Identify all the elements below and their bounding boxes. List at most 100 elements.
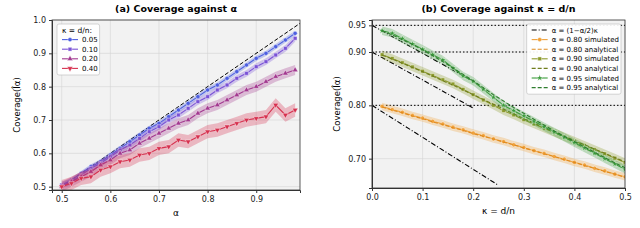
marker — [127, 158, 133, 163]
legend-item: α = 0.95 analytical — [532, 84, 619, 92]
marker — [224, 125, 230, 130]
marker — [460, 72, 467, 78]
legend-swatch — [532, 29, 548, 30]
marker — [234, 92, 240, 97]
marker — [205, 88, 209, 92]
legend-marker — [67, 56, 73, 61]
marker — [244, 118, 250, 123]
legend-swatch — [532, 68, 548, 69]
marker — [264, 51, 268, 55]
marker — [214, 102, 220, 107]
tick: 0.90 — [348, 48, 372, 57]
marker — [205, 105, 211, 110]
legend-label: α = 0.90 analytical — [552, 65, 619, 73]
tick-mark — [49, 20, 52, 21]
grid — [372, 20, 625, 188]
grid-line — [52, 186, 300, 187]
marker — [146, 135, 152, 140]
tick-label: 0.9 — [250, 195, 263, 204]
axis-line — [369, 21, 373, 189]
marker — [244, 63, 248, 67]
marker — [283, 70, 289, 75]
y-axis: 0.50.60.70.80.91.0 — [33, 16, 52, 192]
tick-mark — [49, 153, 52, 154]
y-axis: 0.700.800.900.95 — [348, 21, 372, 189]
legend-swatch — [532, 87, 548, 88]
grid-line — [372, 158, 625, 159]
tick: 0.1 — [417, 188, 430, 202]
tick-label: 0.6 — [33, 149, 46, 158]
x-axis-title: α — [173, 208, 179, 218]
tick: 0.6 — [104, 190, 117, 204]
x-axis-title: κ = d/n — [482, 206, 515, 216]
marker — [273, 73, 279, 78]
marker — [293, 36, 297, 40]
marker — [195, 110, 201, 115]
marker — [127, 147, 133, 152]
tick: 0.70 — [348, 155, 372, 164]
marker — [88, 175, 94, 180]
tick-mark — [49, 87, 52, 88]
axis-line — [53, 191, 301, 194]
marker — [78, 177, 84, 182]
marker — [195, 135, 201, 140]
marker — [389, 30, 396, 36]
grid — [52, 20, 300, 190]
marker — [167, 118, 171, 122]
marker — [185, 140, 191, 145]
tick-label: 0.1 — [417, 193, 430, 202]
tick-label: 0.5 — [56, 195, 69, 204]
legend-item: α = 0.95 simulated — [532, 74, 619, 82]
marker — [379, 27, 386, 33]
marker — [156, 130, 162, 135]
tick: 0.5 — [619, 188, 632, 202]
tick-mark — [256, 190, 257, 193]
legend-item: 0.40 — [62, 65, 98, 73]
tick-label: 0.4 — [569, 193, 582, 202]
marker — [292, 108, 298, 113]
tick: 0.2 — [467, 188, 480, 202]
legend: α = (1−α/2)κα = 0.80 simulatedα = 0.80 a… — [527, 24, 621, 94]
tick-label: 0.8 — [33, 83, 46, 92]
axis-line — [49, 21, 53, 191]
marker — [69, 182, 75, 187]
tick: 0.3 — [518, 188, 531, 202]
tick-label: 0.9 — [33, 49, 46, 58]
tick-mark — [159, 190, 160, 193]
tick-label: 0.3 — [518, 193, 531, 202]
marker — [235, 76, 239, 80]
marker — [117, 150, 123, 155]
tick-mark — [625, 188, 626, 191]
legend-label: α = 0.95 simulated — [552, 75, 619, 83]
marker — [292, 67, 298, 72]
plot-background — [52, 20, 300, 190]
plot-frame — [52, 20, 300, 190]
marker — [263, 115, 269, 120]
x-axis: 0.50.60.70.80.9 — [53, 190, 301, 204]
tick-label: 0.6 — [104, 195, 117, 204]
plot-frame — [372, 20, 625, 188]
legend-title: κ = d/n: — [62, 26, 92, 35]
legend-label: α = 0.90 simulated — [552, 55, 619, 63]
marker — [185, 117, 191, 122]
grid-line — [52, 153, 300, 154]
tick: 0.4 — [569, 188, 582, 202]
marker — [206, 95, 210, 99]
marker — [117, 160, 123, 165]
tick-label: 0.5 — [619, 193, 632, 202]
marker — [284, 46, 288, 50]
legend-box — [527, 24, 621, 94]
tick: 0.6 — [33, 149, 52, 158]
y-axis-title: Coverage(Îα) — [331, 76, 342, 131]
legend-item: α = 0.80 analytical — [532, 46, 619, 54]
grid-line — [256, 20, 257, 190]
tick: 0.8 — [202, 190, 215, 204]
series-line — [382, 107, 625, 177]
series — [382, 107, 625, 177]
series-line — [382, 31, 625, 170]
marker — [156, 147, 162, 152]
plot-background — [372, 20, 625, 188]
tick: 0.9 — [250, 190, 263, 204]
tick: 0.9 — [33, 49, 52, 58]
marker — [196, 100, 200, 104]
